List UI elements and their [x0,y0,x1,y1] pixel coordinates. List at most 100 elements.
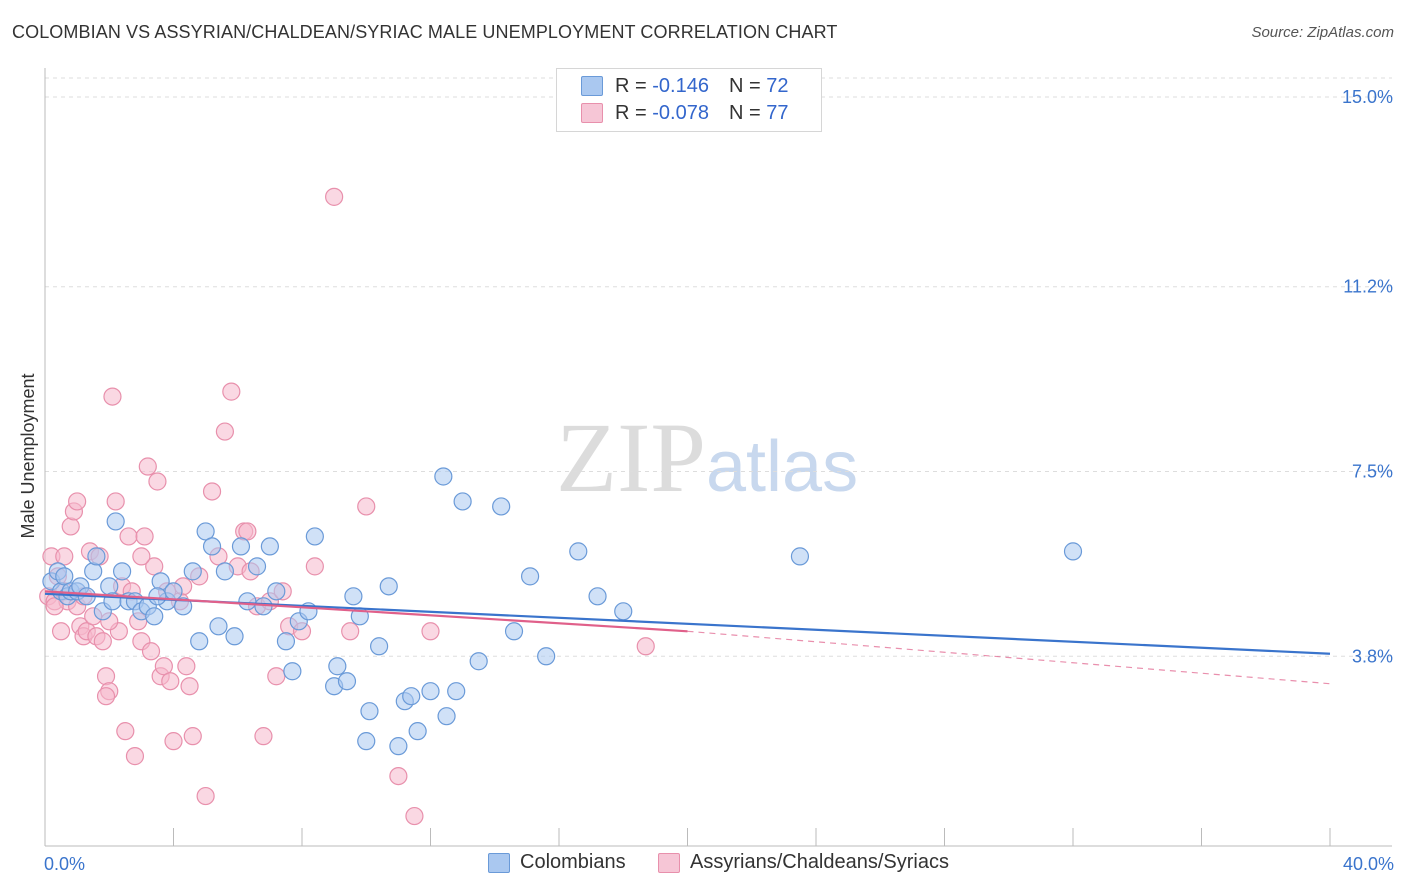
colombians-point [469,652,488,671]
colombians-point [360,702,379,721]
series-legend: Colombians Assyrians/Chaldeans/Syriacs [0,851,1406,877]
assyrians-point [325,187,344,206]
assyrians-point [421,622,440,641]
y-tick-label: 7.5% [1352,462,1393,482]
r-value: -0.146 [652,74,709,97]
assyrians-point [96,667,116,686]
x-tick-label: 0.0% [44,854,85,874]
assyrians-trend-extension [687,630,1331,685]
colombians-point [588,587,607,606]
assyrians-point [183,727,202,746]
assyrians-point [119,527,138,546]
colombians-point [84,562,103,581]
n-label: N = [728,74,761,97]
colombians-point [379,577,398,596]
assyrians-swatch [581,103,603,123]
axes [44,68,1392,847]
colombians-point [504,622,524,641]
assyrians-point [125,747,145,766]
assyrians-point [161,672,180,691]
colombians-point [112,562,132,581]
assyrians-point [196,786,215,806]
colombians-point [100,577,119,596]
assyrians-point [254,727,273,746]
colombians-point [215,562,234,581]
assyrians-point [106,492,125,511]
assyrians-point [132,547,151,566]
colombians-point [328,657,347,676]
assyrians-point [45,597,64,616]
colombians-point [305,527,324,546]
watermark-atlas: atlas [706,427,859,507]
colombians-point [357,732,376,751]
assyrians-point [215,422,234,441]
colombians-point [276,632,296,651]
colombians-point [55,567,74,586]
colombians-point [447,682,466,701]
assyrians-point [61,517,80,536]
assyrians-point [636,637,655,656]
colombians-point [190,632,209,651]
colombians-point [209,617,228,636]
colombians-point [247,557,267,576]
assyrians-point [222,382,241,401]
legend-label: Assyrians/Chaldeans/Syriacs [690,851,949,873]
colombians-swatch [488,852,510,873]
legend-row-assyrians: R = -0.078 N = 77 [581,101,788,125]
data-points [39,187,1083,826]
colombians-point [614,602,633,621]
assyrians-point [180,677,199,696]
y-tick-labels: 3.8% 7.5% 11.2% 15.0% [1342,87,1393,666]
colombians-point [231,537,251,556]
assyrians-point [55,547,74,566]
assyrians-point [164,732,183,751]
legend-item-colombians: Colombians [488,851,626,874]
assyrians-point [138,457,157,476]
assyrians-point [68,492,87,511]
n-label: N = [728,101,761,124]
assyrians-point [305,557,324,576]
x-tick-label: 40.0% [1343,854,1394,874]
colombians-point [145,607,164,626]
colombians-point [283,662,302,681]
watermark: ZIPatlas [556,400,858,515]
y-axis-label: Male Unemployment [18,373,38,538]
colombians-point [437,707,456,726]
legend-item-assyrians: Assyrians/Chaldeans/Syriacs [658,851,949,874]
colombians-point [370,637,389,656]
colombians-point [174,597,193,616]
assyrians-trend-line [44,590,688,633]
colombians-swatch [581,76,603,96]
n-value: 77 [766,101,789,124]
colombians-point [106,512,125,531]
assyrians-point [267,667,286,686]
colombians-point [196,522,215,541]
chart-title: COLOMBIAN VS ASSYRIAN/CHALDEAN/SYRIAC MA… [12,22,838,42]
colombians-point [520,567,540,586]
stats-legend: R = -0.146 N = 72 R = -0.078 N = 77 [556,68,822,132]
colombians-point [238,592,257,611]
colombians-point [790,547,810,566]
trend-lines [44,590,1331,685]
r-label: R = [615,74,647,97]
assyrians-point [141,642,161,661]
colombians-point [537,647,556,666]
assyrians-point [96,687,116,706]
colombians-point [434,467,453,486]
assyrians-point [148,472,167,491]
colombians-point [267,582,286,601]
colombians-point [202,537,222,556]
colombians-point [402,687,421,706]
colombians-point [389,737,408,756]
assyrians-point [177,657,196,676]
colombians-point [183,562,202,581]
colombians-point [1063,542,1083,561]
colombians-point [148,587,167,606]
legend-label: Colombians [520,851,626,873]
colombians-point [453,492,472,511]
assyrians-point [145,557,164,576]
x-tick-labels: 0.0% 40.0% [44,854,1394,874]
assyrians-point [341,622,360,641]
colombians-point [492,497,511,516]
